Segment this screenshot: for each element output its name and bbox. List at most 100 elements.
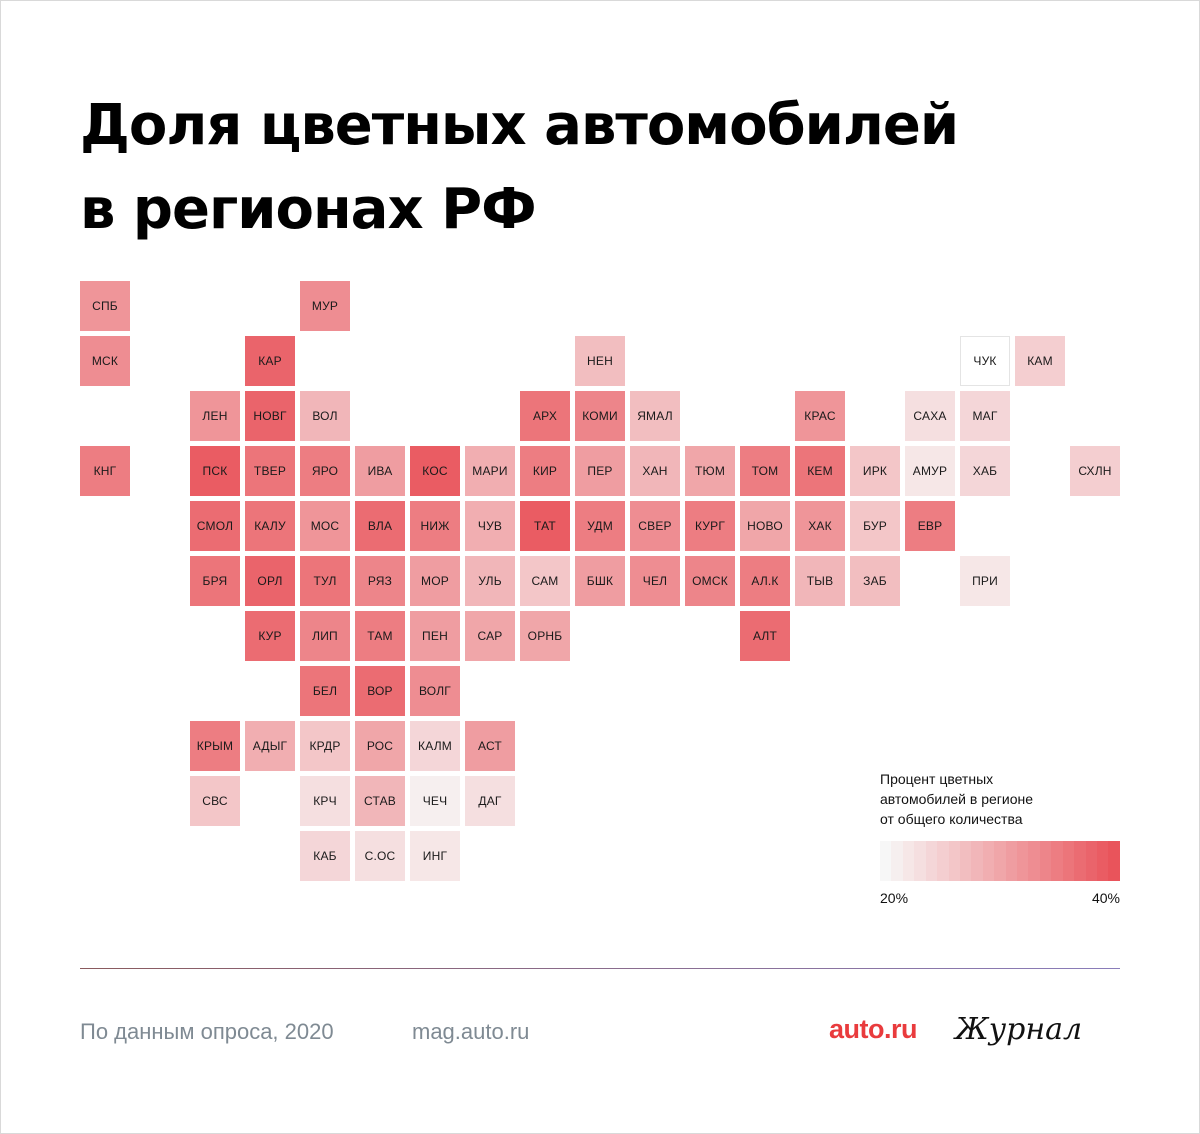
region-tile: АРХ: [520, 391, 570, 441]
region-tile: КАЛМ: [410, 721, 460, 771]
region-tile: ОРЛ: [245, 556, 295, 606]
region-tile: КАМ: [1015, 336, 1065, 386]
legend-swatch: [1017, 841, 1029, 881]
region-tile: РОС: [355, 721, 405, 771]
region-tile: ТВЕР: [245, 446, 295, 496]
region-tile: КРЫМ: [190, 721, 240, 771]
page-title-line2: в регионах РФ: [80, 177, 537, 242]
region-tile: БУР: [850, 501, 900, 551]
region-tile: МОС: [300, 501, 350, 551]
legend-swatch: [948, 841, 960, 881]
region-tile: БЕЛ: [300, 666, 350, 716]
region-tile: ЛИП: [300, 611, 350, 661]
legend-swatch: [1108, 841, 1120, 881]
region-tile: ПЕН: [410, 611, 460, 661]
legend-swatch: [1062, 841, 1075, 881]
legend-swatch: [902, 841, 915, 881]
region-tile: КЕМ: [795, 446, 845, 496]
region-tile: ВОР: [355, 666, 405, 716]
site-link[interactable]: mag.auto.ru: [412, 1019, 530, 1044]
region-tile: БРЯ: [190, 556, 240, 606]
region-tile: ТЮМ: [685, 446, 735, 496]
region-tile: ТУЛ: [300, 556, 350, 606]
region-tile: АМУР: [905, 446, 955, 496]
region-tile: НОВГ: [245, 391, 295, 441]
legend-color-scale: [880, 841, 1120, 881]
region-tile: ЧУВ: [465, 501, 515, 551]
region-tile: ОРНБ: [520, 611, 570, 661]
region-tile: БШК: [575, 556, 625, 606]
region-tile: КАР: [245, 336, 295, 386]
region-tile: СПБ: [80, 281, 130, 331]
region-tile: КИР: [520, 446, 570, 496]
tile-grid-map: СПБ МУР МСК КАР НЕН ЧУК КАМ ЛЕН НОВГ ВОЛ АРХ КОМИ ЯМ…: [80, 281, 1120, 881]
legend-swatch: [891, 841, 903, 881]
legend-swatch: [1028, 841, 1040, 881]
region-tile: ВЛА: [355, 501, 405, 551]
brand-logo: auto.ru: [829, 1014, 918, 1044]
region-tile: КАБ: [300, 831, 350, 881]
region-tile: С.ОС: [355, 831, 405, 881]
region-tile: ПРИ: [960, 556, 1010, 606]
region-tile: КУР: [245, 611, 295, 661]
region-tile: МАРИ: [465, 446, 515, 496]
region-tile: ИНГ: [410, 831, 460, 881]
region-tile: КАЛУ: [245, 501, 295, 551]
legend-title-line2: автомобилей в регионе: [880, 791, 1034, 807]
region-tile: СВС: [190, 776, 240, 826]
region-tile: МАГ: [960, 391, 1010, 441]
region-tile: ЧУК: [960, 336, 1010, 386]
legend-swatch: [1097, 841, 1109, 881]
region-tile: СХЛН: [1070, 446, 1120, 496]
region-tile: УДМ: [575, 501, 625, 551]
legend-swatch: [982, 841, 995, 881]
legend-swatch: [937, 841, 949, 881]
legend-min-label: 20%: [880, 890, 909, 906]
legend-swatch: [1051, 841, 1063, 881]
page-title: Доля цветных автомобилей в регионах РФ: [80, 84, 959, 252]
region-tile: ЯМАЛ: [630, 391, 680, 441]
region-tile: ЕВР: [905, 501, 955, 551]
legend-swatch: [1085, 841, 1098, 881]
region-tile: ИВА: [355, 446, 405, 496]
region-tile: ХАК: [795, 501, 845, 551]
legend-swatch: [925, 841, 938, 881]
region-tile: ОМСК: [685, 556, 735, 606]
region-tile: АЛ.К: [740, 556, 790, 606]
page-title-line1: Доля цветных автомобилей: [80, 93, 959, 158]
region-tile: НИЖ: [410, 501, 460, 551]
region-tile: АСТ: [465, 721, 515, 771]
region-tile: УЛЬ: [465, 556, 515, 606]
region-tile: ИРК: [850, 446, 900, 496]
region-tile: ПСК: [190, 446, 240, 496]
region-tile: ДАГ: [465, 776, 515, 826]
legend-swatch: [1074, 841, 1086, 881]
region-tile: КУРГ: [685, 501, 735, 551]
legend-title-line3: от общего количества: [880, 811, 1023, 827]
legend-swatch: [994, 841, 1006, 881]
source-note: По данным опроса, 2020: [80, 1019, 334, 1044]
legend-title: Процент цветных автомобилей в регионе от…: [880, 769, 1120, 829]
region-tile: НЕН: [575, 336, 625, 386]
region-tile: ВОЛ: [300, 391, 350, 441]
journal-logo: Журнал: [955, 1012, 1083, 1047]
region-tile: ЯРО: [300, 446, 350, 496]
region-tile: ВОЛГ: [410, 666, 460, 716]
region-tile: ЛЕН: [190, 391, 240, 441]
region-tile: ТЫВ: [795, 556, 845, 606]
region-tile: САР: [465, 611, 515, 661]
region-tile: СМОЛ: [190, 501, 240, 551]
region-tile: ЧЕЧ: [410, 776, 460, 826]
region-tile: МУР: [300, 281, 350, 331]
region-tile: СВЕР: [630, 501, 680, 551]
region-tile: НОВО: [740, 501, 790, 551]
legend-max-label: 40%: [1091, 890, 1120, 906]
region-tile: МСК: [80, 336, 130, 386]
legend-title-line1: Процент цветных: [880, 771, 994, 787]
footer-divider: [80, 968, 1120, 969]
region-tile: ТОМ: [740, 446, 790, 496]
region-tile: КРЧ: [300, 776, 350, 826]
legend-swatch: [1039, 841, 1052, 881]
region-tile: КНГ: [80, 446, 130, 496]
region-tile: ТАТ: [520, 501, 570, 551]
